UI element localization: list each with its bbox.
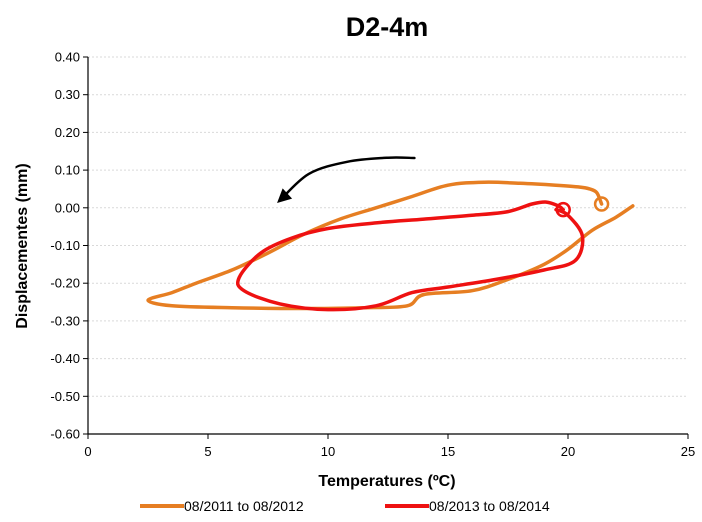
y-tick-label: 0.30 bbox=[55, 87, 80, 102]
legend: 08/2011 to 08/2012 08/2013 to 08/2014 bbox=[140, 498, 550, 514]
y-tick-label: 0.10 bbox=[55, 163, 80, 178]
y-tick-label: 0.40 bbox=[55, 50, 80, 65]
y-tick-label: -0.50 bbox=[50, 389, 80, 404]
x-tick-label: 10 bbox=[321, 444, 335, 459]
legend-label-2: 08/2013 to 08/2014 bbox=[429, 498, 550, 514]
y-tick-label: -0.60 bbox=[50, 427, 80, 442]
series-line-2 bbox=[235, 200, 585, 312]
direction-arrow-shaft bbox=[278, 156, 416, 202]
y-tick-label: -0.30 bbox=[50, 313, 80, 328]
direction-arrow-head bbox=[277, 188, 293, 203]
y-tick-label: -0.40 bbox=[50, 351, 80, 366]
start-marker-2 bbox=[555, 201, 571, 218]
x-axis-title: Temperatures (ºC) bbox=[318, 473, 455, 490]
series-group bbox=[146, 180, 635, 312]
y-tick-label: -0.20 bbox=[50, 276, 80, 291]
x-tick-label: 5 bbox=[204, 444, 211, 459]
y-tick-label: -0.10 bbox=[50, 238, 80, 253]
y-tick-label: 0.00 bbox=[55, 200, 80, 215]
y-axis-title: Displacementes (mm) bbox=[14, 163, 31, 328]
x-tick-label: 0 bbox=[84, 444, 91, 459]
annotations bbox=[277, 156, 610, 218]
y-tick-label: 0.20 bbox=[55, 125, 80, 140]
x-tick-label: 25 bbox=[681, 444, 695, 459]
axes: -0.60 -0.50 -0.40 -0.30 -0.20 -0.10 0.00 0.10 0.… bbox=[50, 50, 695, 460]
x-tick-label: 20 bbox=[561, 444, 575, 459]
legend-label-1: 08/2011 to 08/2012 bbox=[184, 498, 304, 514]
chart-title: D2-4m bbox=[346, 12, 429, 42]
start-marker-1 bbox=[593, 196, 610, 212]
gridlines bbox=[88, 56, 688, 397]
x-tick-label: 15 bbox=[441, 444, 455, 459]
